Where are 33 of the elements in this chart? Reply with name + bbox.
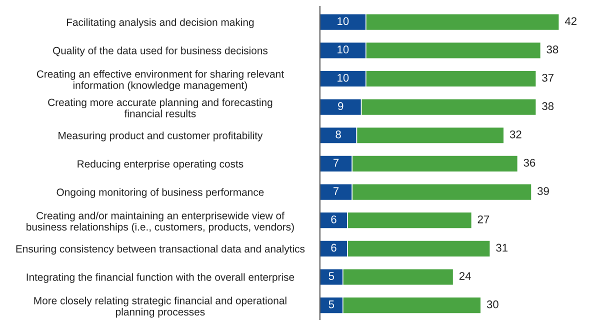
y-tick-label: Creating and/or maintaining an enterprisewide view of business relationships (i.e., customers, products, vendors) (26, 212, 294, 233)
data-label: 38 (546, 46, 558, 54)
data-label: 42 (564, 17, 576, 25)
y-tick-label: Facilitating analysis and decision making (66, 18, 254, 28)
data-label: 5 (328, 272, 334, 280)
y-tick-label: Ongoing monitoring of business performance (56, 188, 264, 198)
data-label: 30 (486, 300, 498, 308)
data-label: 31 (496, 244, 508, 252)
data-label: 9 (338, 102, 344, 110)
data-label: 10 (338, 46, 349, 54)
y-tick-label: Creating an effective environment for sharing relevant information (knowledge management) (36, 70, 284, 92)
data-label: 7 (334, 158, 339, 167)
data-label: 6 (331, 244, 336, 252)
data-label: 27 (478, 215, 490, 224)
data-label: 39 (538, 187, 549, 196)
data-label: 10 (338, 74, 349, 82)
y-tick-label: Creating more accurate planning and forecasting financial results (48, 98, 272, 118)
y-tick-label: Ensuring consistency between transactional data and analytics (16, 244, 305, 255)
data-label: 38 (542, 102, 554, 110)
data-label: 6 (331, 215, 336, 224)
y-tick-label: Measuring product and customer profitability (58, 132, 263, 142)
y-tick-label: Quality of the data used for business decisions (53, 46, 268, 56)
y-tick-label: Reducing enterprise operating costs (78, 160, 244, 170)
y-tick-label: Integrating the financial function with the overall enterprise (26, 273, 294, 283)
data-label: 5 (328, 300, 334, 308)
data-label: 10 (338, 17, 349, 26)
data-label: 37 (542, 74, 554, 82)
data-label: 32 (510, 130, 522, 138)
y-tick-label: More closely relating strategic financial and operational planning processes (34, 296, 286, 318)
data-label: 24 (459, 272, 471, 280)
data-label: 36 (524, 158, 536, 167)
data-label: 7 (334, 187, 339, 195)
data-label: 8 (336, 130, 341, 138)
